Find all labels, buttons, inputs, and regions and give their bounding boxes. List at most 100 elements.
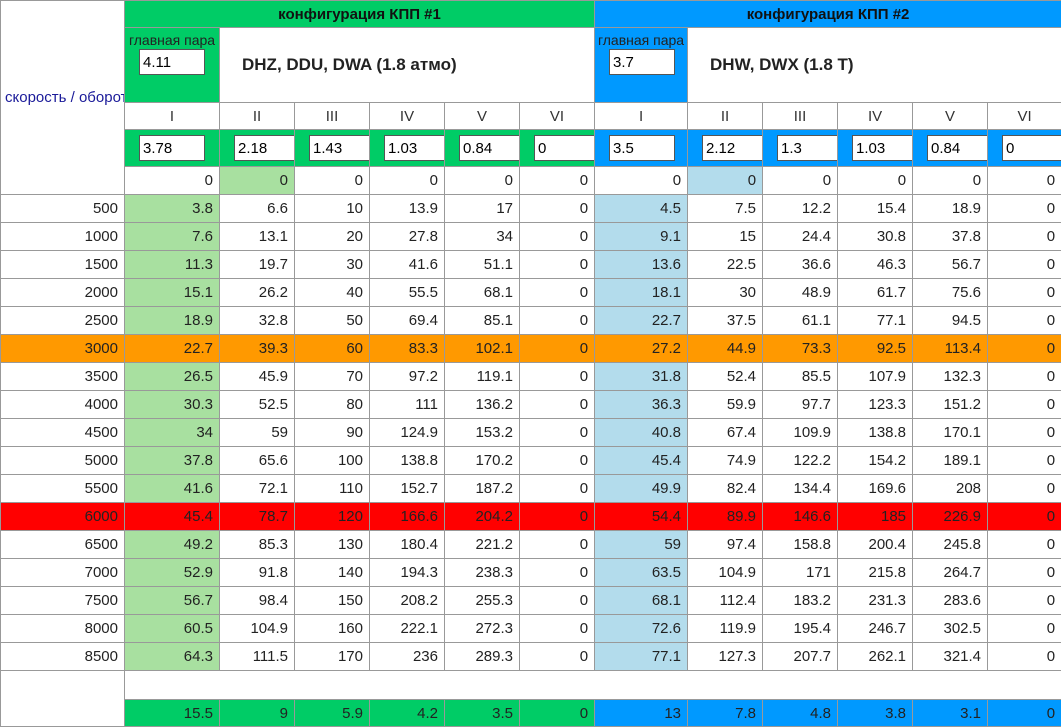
- rpm-cell: 7000: [1, 559, 125, 587]
- config2-main-pair-input[interactable]: [609, 49, 675, 75]
- speed-cell: 27.8: [370, 223, 445, 251]
- gear-ratio-input[interactable]: [777, 135, 838, 161]
- speed-cell: 59: [220, 419, 295, 447]
- speed-cell: 123.3: [838, 391, 913, 419]
- config1-main-pair-input[interactable]: [139, 49, 205, 75]
- rpm-cell: 1000: [1, 223, 125, 251]
- total-cell: 13: [595, 700, 688, 727]
- gear-ratio-input[interactable]: [852, 135, 913, 161]
- speed-cell: 50: [295, 307, 370, 335]
- speed-cell: 255.3: [445, 587, 520, 615]
- speed-cell: 52.9: [125, 559, 220, 587]
- speed-cell: 85.5: [763, 363, 838, 391]
- total-cell: 3.8: [838, 700, 913, 727]
- gear-ratio-input[interactable]: [927, 135, 988, 161]
- speed-cell: 13.1: [220, 223, 295, 251]
- gear-ratio-input[interactable]: [702, 135, 763, 161]
- speed-cell: 49.9: [595, 475, 688, 503]
- speed-cell: 215.8: [838, 559, 913, 587]
- speed-cell: 102.1: [445, 335, 520, 363]
- gear-ratio-input[interactable]: [309, 135, 370, 161]
- spacer-cell: [125, 671, 1061, 700]
- speed-cell: 72.1: [220, 475, 295, 503]
- speed-cell: 9.1: [595, 223, 688, 251]
- gear-label-1-6: VI: [520, 103, 595, 130]
- total-cell: 5.9: [295, 700, 370, 727]
- speed-cell: 150: [295, 587, 370, 615]
- gear-ratio-input[interactable]: [609, 135, 675, 161]
- speed-cell: 97.2: [370, 363, 445, 391]
- speed-cell: 154.2: [838, 447, 913, 475]
- speed-cell: 170: [295, 643, 370, 671]
- total-cell: 4.8: [763, 700, 838, 727]
- speed-cell: 231.3: [838, 587, 913, 615]
- speed-cell: 0: [520, 363, 595, 391]
- total-cell: 4.2: [370, 700, 445, 727]
- rpm-cell: 500: [1, 195, 125, 223]
- rpm-cell: 4500: [1, 419, 125, 447]
- speed-cell: 132.3: [913, 363, 988, 391]
- gear-ratio-input[interactable]: [459, 135, 520, 161]
- gear-ratio-input[interactable]: [534, 135, 595, 161]
- speed-cell: 6.6: [220, 195, 295, 223]
- speed-cell: 170.2: [445, 447, 520, 475]
- speed-cell: 151.2: [913, 391, 988, 419]
- gear-ratio-input[interactable]: [1002, 135, 1061, 161]
- speed-cell: 39.3: [220, 335, 295, 363]
- speed-cell: 100: [295, 447, 370, 475]
- speed-cell: 0: [520, 335, 595, 363]
- speed-cell: 289.3: [445, 643, 520, 671]
- speed-cell: 180.4: [370, 531, 445, 559]
- speed-cell: 185: [838, 503, 913, 531]
- gear-label-2-5: V: [913, 103, 988, 130]
- speed-cell: 194.3: [370, 559, 445, 587]
- speed-cell: 0: [520, 167, 595, 195]
- speed-cell: 0: [595, 167, 688, 195]
- speed-cell: 0: [520, 531, 595, 559]
- speed-cell: 187.2: [445, 475, 520, 503]
- config2-main-pair-cell: главная пара: [595, 28, 688, 103]
- speed-cell: 110: [295, 475, 370, 503]
- speed-cell: 94.5: [913, 307, 988, 335]
- speed-cell: 283.6: [913, 587, 988, 615]
- speed-cell: 15.4: [838, 195, 913, 223]
- speed-cell: 160: [295, 615, 370, 643]
- speed-cell: 0: [988, 643, 1061, 671]
- speed-cell: 10: [295, 195, 370, 223]
- speed-cell: 0: [520, 307, 595, 335]
- gear-ratio-cell-2-5: [913, 130, 988, 167]
- speed-cell: 56.7: [913, 251, 988, 279]
- speed-cell: 0: [988, 279, 1061, 307]
- rpm-cell: 3000: [1, 335, 125, 363]
- speed-cell: 97.4: [688, 531, 763, 559]
- speed-cell: 262.1: [838, 643, 913, 671]
- speed-cell: 90: [295, 419, 370, 447]
- speed-cell: 46.3: [838, 251, 913, 279]
- speed-cell: 0: [763, 167, 838, 195]
- gear-ratio-input[interactable]: [384, 135, 445, 161]
- speed-cell: 85.3: [220, 531, 295, 559]
- totals-label-cell: [1, 671, 125, 727]
- rpm-cell: 8000: [1, 615, 125, 643]
- gear-label-2-1: I: [595, 103, 688, 130]
- speed-cell: 78.7: [220, 503, 295, 531]
- speed-cell: 112.4: [688, 587, 763, 615]
- speed-cell: 134.4: [763, 475, 838, 503]
- speed-cell: 119.1: [445, 363, 520, 391]
- speed-cell: 226.9: [913, 503, 988, 531]
- total-cell: 9: [220, 700, 295, 727]
- speed-cell: 34: [125, 419, 220, 447]
- gear-ratio-cell-1-1: [125, 130, 220, 167]
- speed-cell: 0: [520, 587, 595, 615]
- speed-cell: 80: [295, 391, 370, 419]
- rpm-cell: 2000: [1, 279, 125, 307]
- gear-label-1-2: II: [220, 103, 295, 130]
- gear-ratio-input[interactable]: [139, 135, 205, 161]
- gear-ratio-input[interactable]: [234, 135, 295, 161]
